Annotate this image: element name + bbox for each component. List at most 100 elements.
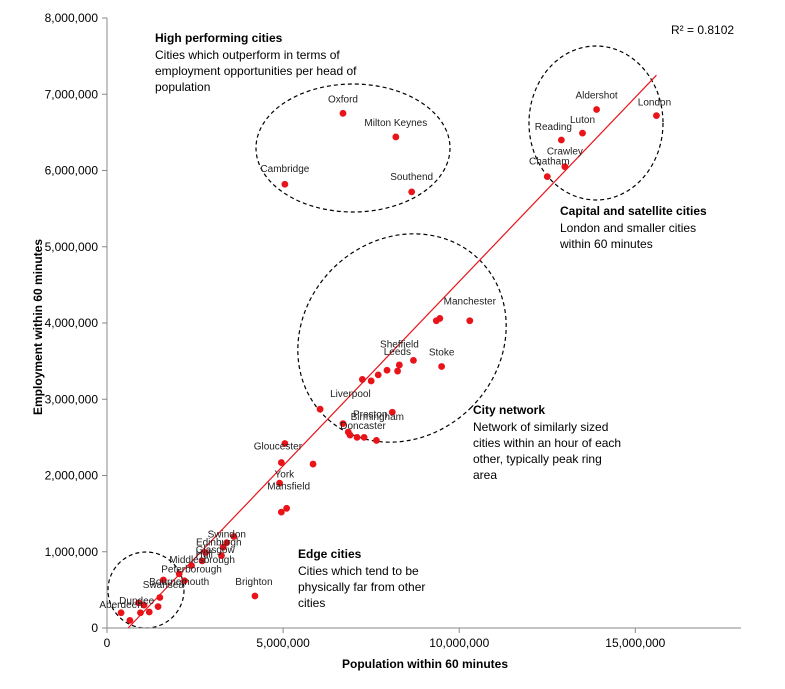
data-point [181,577,188,585]
point-label: Chatham [529,157,570,168]
data-point [339,109,347,117]
point-label: Bournemouth [149,577,209,588]
point-label: Hull [196,550,213,561]
data-point [316,405,324,413]
data-point [543,173,551,181]
ellipse-high-performing [255,83,451,213]
y-tick-label: 6,000,000 [45,164,99,178]
x-tick-label: 10,000,000 [429,636,489,650]
data-point [159,576,167,584]
point-label: Swansea [143,580,185,591]
point-label: Sheffield [380,339,419,350]
data-point [561,163,569,171]
data-point [135,599,143,607]
ellipse-capital-satellite [528,45,664,201]
annotation-line: population [155,80,210,94]
y-axis-title: Employment within 60 minutes [31,239,45,415]
data-point [140,601,148,609]
point-label: Birmingham [351,412,404,423]
point-label: Middlesbrough [169,555,235,566]
point-label: Edinburgh [196,538,242,549]
point-label: York [275,470,296,481]
annotation-line: area [473,468,497,482]
annotation-line: physically far from other [298,580,425,594]
data-point [374,371,382,379]
data-point [276,479,283,487]
data-point [410,356,417,364]
point-label: Leeds [384,347,411,358]
point-label: Aldershot [575,91,617,102]
data-point [251,592,259,600]
data-point [593,106,600,113]
x-tick-label: 15,000,000 [605,636,665,650]
y-tick-label: 8,000,000 [45,11,99,25]
annotation-line: Network of similarly sized [473,420,608,434]
data-point [219,543,227,551]
x-axis-title: Population within 60 minutes [342,657,508,671]
data-point [373,437,380,444]
annotation-line: within 60 minutes [559,237,653,251]
data-point [223,539,231,546]
data-point [218,552,225,559]
point-label: Aberdeen [99,600,142,611]
data-point [653,112,660,119]
trendline-group [127,74,657,629]
data-point [281,440,289,447]
y-tick-label: 4,000,000 [45,316,99,330]
y-tick-label: 1,000,000 [45,545,99,559]
annotation-line: London and smaller cities [560,221,696,235]
data-point [202,549,210,556]
data-point [388,408,396,416]
data-point [145,608,153,616]
y-tick-label: 5,000,000 [45,240,99,254]
annotation-line: cities within an hour of each [473,436,621,450]
y-tick-label: 0 [91,621,98,635]
data-point [466,317,474,325]
data-point [353,433,361,441]
data-point [117,609,125,617]
point-label: Southend [390,172,433,183]
point-label: Dundee [119,596,154,607]
point-label: Reading [535,122,572,133]
data-point [277,459,285,466]
annotation-title: Edge cities [298,547,362,561]
data-point [392,133,400,141]
axes: 0 1,000,000 2,000,000 3,000,000 4,000,000 5,0… [45,11,741,650]
annotation-line: cities [298,596,325,610]
data-point [360,433,368,441]
data-point [339,420,347,428]
annotation-line: other, typically peak ring [473,452,602,466]
data-point [309,460,317,468]
annotation-title: High performing cities [155,31,283,45]
point-label: Doncaster [340,421,386,432]
point-label: Crawley [547,147,583,158]
point-label: Glasgow [196,545,236,556]
point-label: Mansfield [267,481,310,492]
data-point [395,361,403,369]
annotation-edge-cities: Edge cities Cities which tend to be phys… [298,547,425,610]
r-squared-label: R² = 0.8102 [671,23,734,37]
data-point [156,594,164,601]
annotation-title: Capital and satellite cities [560,204,707,218]
data-point [383,366,391,374]
y-tick-label: 3,000,000 [45,392,99,406]
point-label: Milton Keynes [364,118,427,129]
data-point [346,431,354,439]
data-point [137,609,144,617]
data-point [432,317,440,325]
point-label: Peterborough [161,564,222,575]
data-point [281,180,289,188]
annotation-line: Cities which outperform in terms of [155,48,340,62]
ellipse-city-network [297,233,507,443]
y-tick-label: 7,000,000 [45,87,99,101]
data-point [277,508,285,516]
x-tick-label: 5,000,000 [256,636,310,650]
data-point [358,376,366,383]
data-point [188,562,195,569]
point-label: Stoke [429,347,455,358]
point-label: Cambridge [260,164,309,175]
data-point [438,363,446,370]
point-label: Swindon [208,530,246,541]
point-label: London [638,98,671,109]
